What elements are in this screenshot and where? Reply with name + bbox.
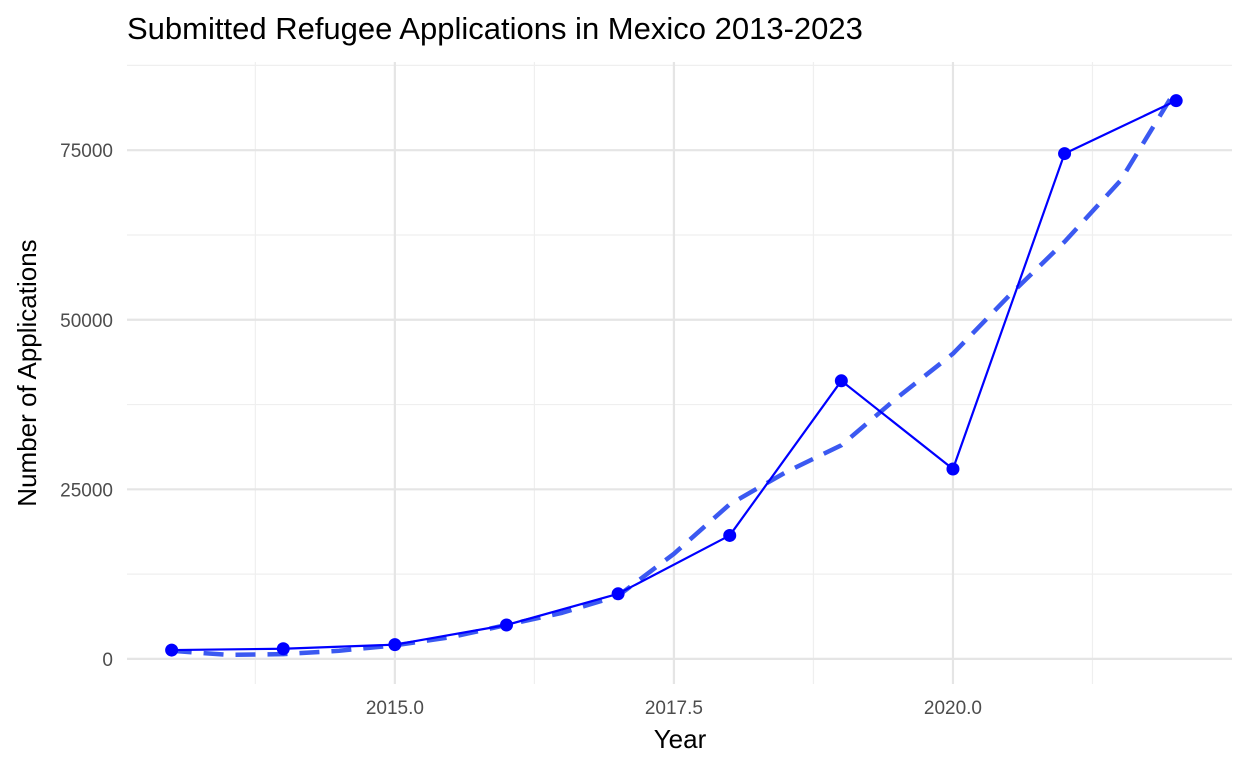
data-point xyxy=(1169,94,1183,108)
data-point xyxy=(1058,147,1072,161)
y-tick-label: 75000 xyxy=(60,141,113,162)
data-point xyxy=(611,587,625,601)
x-tick-label: 2017.5 xyxy=(645,698,703,719)
data-point xyxy=(388,638,402,652)
y-tick-label: 25000 xyxy=(60,480,113,501)
x-tick-label: 2020.0 xyxy=(924,698,982,719)
series-layer xyxy=(165,87,1183,658)
y-tick-label: 0 xyxy=(102,650,113,671)
data-point xyxy=(834,374,848,388)
applications-line xyxy=(171,99,1177,652)
x-axis-title: Year xyxy=(654,724,707,754)
y-axis-title: Number of Applications xyxy=(12,239,42,506)
x-tick-label: 2015.0 xyxy=(366,698,424,719)
tick-labels: 2015.0 2017.5 2020.0 0 25000 50000 75000 xyxy=(60,141,982,719)
trend-line xyxy=(171,87,1179,658)
y-tick-label: 50000 xyxy=(60,311,113,332)
data-point xyxy=(499,618,513,632)
chart-title: Submitted Refugee Applications in Mexico… xyxy=(127,11,863,46)
data-point xyxy=(165,643,179,657)
data-point xyxy=(276,642,290,656)
grid xyxy=(127,62,1232,684)
data-point xyxy=(723,528,737,542)
data-point xyxy=(946,462,960,476)
